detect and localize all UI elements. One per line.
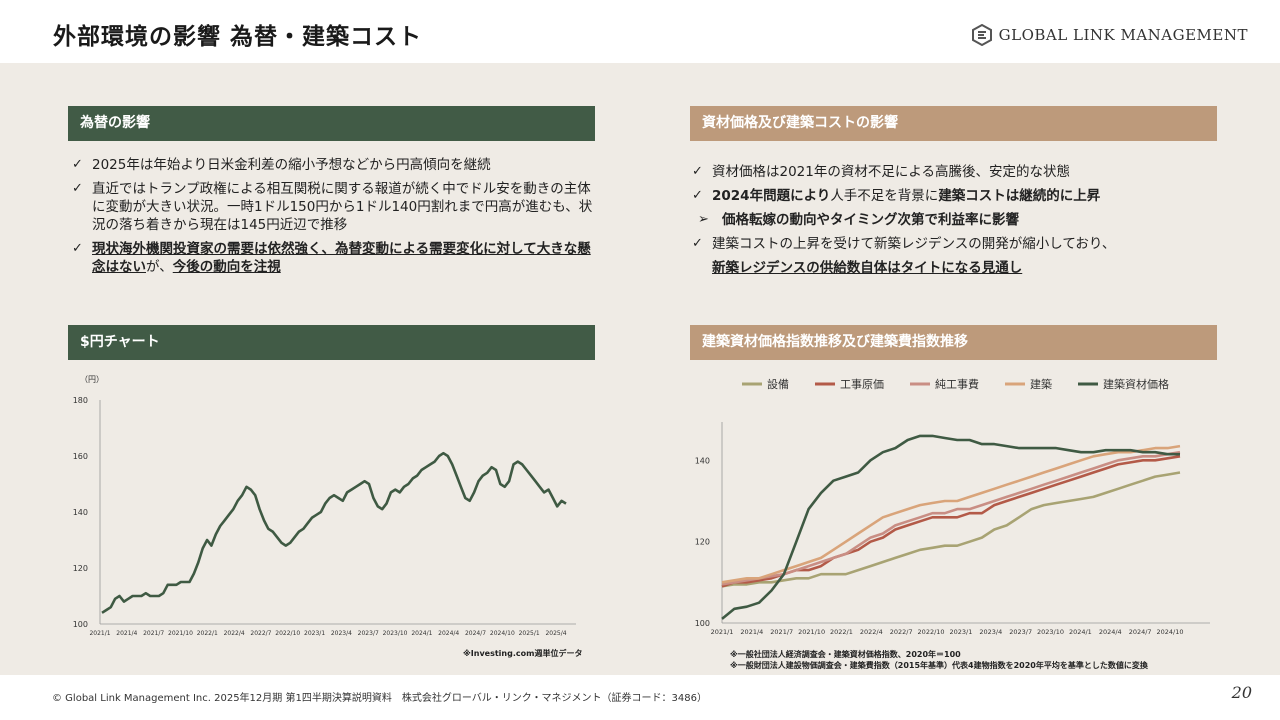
costs-bullet-4: 建築コストの上昇を受けて新築レジデンスの開発が縮小しており、 <box>692 235 1217 253</box>
usd-x-tick-label: 2025/1 <box>519 630 540 637</box>
usd-y-tick-label: 100 <box>73 620 88 629</box>
footer: © Global Link Management Inc. 2025年12月期 … <box>0 675 1280 720</box>
usd-x-tick-label: 2024/7 <box>465 630 486 637</box>
usd-x-tick-label: 2023/10 <box>383 630 408 637</box>
usd-y-tick-label: 120 <box>73 564 88 573</box>
idx-x-tick-label: 2024/4 <box>1099 628 1122 636</box>
usd-x-tick-label: 2022/4 <box>224 630 245 637</box>
costs-bullet-3: 価格転嫁の動向やタイミング次第で利益率に影響 <box>692 211 1217 229</box>
usd-x-tick-label: 2021/10 <box>168 630 193 637</box>
usd-chart-header: $円チャート <box>68 325 595 360</box>
fx-header: 為替の影響 <box>68 106 595 141</box>
usd-x-tick-label: 2025/4 <box>545 630 566 637</box>
idx-x-tick-label: 2022/4 <box>860 628 883 636</box>
usd-x-tick-label: 2024/4 <box>438 630 459 637</box>
idx-y-tick-label: 100 <box>695 619 710 628</box>
idx-x-tick-label: 2022/1 <box>830 628 853 636</box>
usd-chart-unit: （円） <box>80 375 104 384</box>
series-line <box>721 434 1180 620</box>
idx-x-tick-label: 2021/10 <box>798 628 825 636</box>
series-line <box>721 444 1181 584</box>
usd-x-tick-label: 2023/1 <box>304 630 325 637</box>
usd-x-tick-label: 2023/7 <box>358 630 379 637</box>
fx-bullet-3-mid: が、 <box>146 259 173 275</box>
idx-x-tick-label: 2023/1 <box>949 628 972 636</box>
usd-chart: （円） 100 120 140 160 180 2021/1 2021/4 2021/7 202… <box>68 368 598 648</box>
idx-x-tick-label: 2022/7 <box>890 628 913 636</box>
idx-chart-note-2: ※一般財団法人建設物価調査会・建築費指数（2015年基準）代表4建物指数を202… <box>730 661 1148 670</box>
usd-chart-svg: （円） 100 120 140 160 180 2021/1 2021/4 2021/7 202… <box>73 375 576 637</box>
idx-y-tick-label: 140 <box>695 456 710 465</box>
legend-label: 純工事費 <box>935 377 979 391</box>
series-line <box>721 450 1181 586</box>
idx-y-tick-label: 120 <box>695 538 710 547</box>
usd-x-tick-label: 2022/10 <box>275 630 300 637</box>
fx-bullet-1: 2025年は年始より日米金利差の縮小予想などから円高傾向を継続 <box>72 156 597 174</box>
usd-x-tick-label: 2021/1 <box>89 630 110 637</box>
legend-label: 工事原価 <box>840 378 884 391</box>
idx-x-tick-label: 2023/4 <box>979 628 1002 636</box>
costs-bullet-2: 2024年問題により人手不足を背景に建築コストは継続的に上昇 <box>692 187 1217 205</box>
idx-x-tick-label: 2021/1 <box>711 628 734 636</box>
idx-chart: 100 120 140 2021/1 2021/4 2021/7 2021/10 2022/1… <box>690 368 1230 648</box>
idx-x-tick-label: 2024/1 <box>1069 628 1092 636</box>
logo-text: GLOBAL LINK MANAGEMENT <box>998 26 1248 44</box>
costs-bullet-5: 新築レジデンスの供給数自体はタイトになる見通し <box>712 260 1023 276</box>
usd-jpy-line <box>101 451 567 614</box>
series-line <box>721 471 1181 588</box>
costs-bullet-2b: 人手不足を背景に <box>830 188 939 204</box>
fx-bullet-3: 現状海外機関投資家の需要は依然強く、為替変動による需要変化に対して大きな懸念はな… <box>72 240 597 276</box>
footer-copyright: © Global Link Management Inc. 2025年12月期 … <box>52 693 707 704</box>
costs-bullet-1: 資材価格は2021年の資材不足による高騰後、安定的な状態 <box>692 163 1217 181</box>
idx-x-tick-label: 2024/10 <box>1156 628 1183 636</box>
legend-label: 設備 <box>767 377 789 391</box>
usd-x-tick-label: 2024/1 <box>411 630 432 637</box>
idx-chart-note-1: ※一般社団法人経済調査会・建築資材価格指数、2020年＝100 <box>730 650 961 659</box>
fx-bullet-2: 直近ではトランプ政権による相互関税に関する報道が続く中でドル安を動きの主体に変動… <box>72 180 597 234</box>
usd-x-tick-label: 2024/10 <box>490 630 515 637</box>
costs-bullets: 資材価格は2021年の資材不足による高騰後、安定的な状態 2024年問題により人… <box>692 163 1217 283</box>
usd-y-tick-label: 180 <box>73 396 88 405</box>
fx-bullets: 2025年は年始より日米金利差の縮小予想などから円高傾向を継続 直近ではトランプ… <box>72 156 597 282</box>
idx-x-tick-label: 2021/7 <box>770 628 793 636</box>
fx-bullet-3-emph: 現状海外機関投資家の需要は依然強く、為替変動による需要変化に対して大きな懸念はな… <box>92 241 591 275</box>
top-bar: 外部環境の影響 為替・建築コスト GLOBAL LINK MANAGEMENT <box>0 0 1280 63</box>
idx-x-tick-label: 2023/7 <box>1009 628 1032 636</box>
usd-x-tick-label: 2022/7 <box>250 630 271 637</box>
idx-chart-header: 建築資材価格指数推移及び建築費指数推移 <box>690 325 1217 360</box>
page-number: 20 <box>1231 683 1252 702</box>
idx-x-tick-label: 2021/4 <box>740 628 763 636</box>
idx-x-tick-label: 2022/10 <box>918 628 945 636</box>
legend-label: 建築 <box>1030 377 1052 391</box>
costs-bullet-2a: 2024年問題により <box>712 188 831 204</box>
usd-x-tick-label: 2023/4 <box>331 630 352 637</box>
usd-y-tick-label: 160 <box>73 452 88 461</box>
costs-bullet-2c: 建築コストは継続的に上昇 <box>938 188 1101 204</box>
page-title: 外部環境の影響 為替・建築コスト <box>53 24 423 50</box>
usd-x-tick-label: 2021/7 <box>143 630 164 637</box>
costs-header: 資材価格及び建築コストの影響 <box>690 106 1217 141</box>
idx-x-tick-label: 2024/7 <box>1129 628 1152 636</box>
legend-label: 建築資材価格 <box>1103 377 1169 391</box>
content-area: 為替の影響 2025年は年始より日米金利差の縮小予想などから円高傾向を継続 直近… <box>0 63 1280 675</box>
usd-y-tick-label: 140 <box>73 508 88 517</box>
company-logo: GLOBAL LINK MANAGEMENT <box>971 24 1248 46</box>
usd-chart-note: ※Investing.com週単位データ <box>463 649 583 658</box>
fx-bullet-3-tail: 今後の動向を注視 <box>172 259 281 275</box>
logo-mark-icon <box>971 24 992 46</box>
usd-x-tick-label: 2021/4 <box>116 630 137 637</box>
usd-x-tick-label: 2022/1 <box>197 630 218 637</box>
idx-chart-svg: 100 120 140 2021/1 2021/4 2021/7 2021/10 2022/1… <box>695 377 1210 636</box>
idx-x-tick-label: 2023/10 <box>1037 628 1064 636</box>
